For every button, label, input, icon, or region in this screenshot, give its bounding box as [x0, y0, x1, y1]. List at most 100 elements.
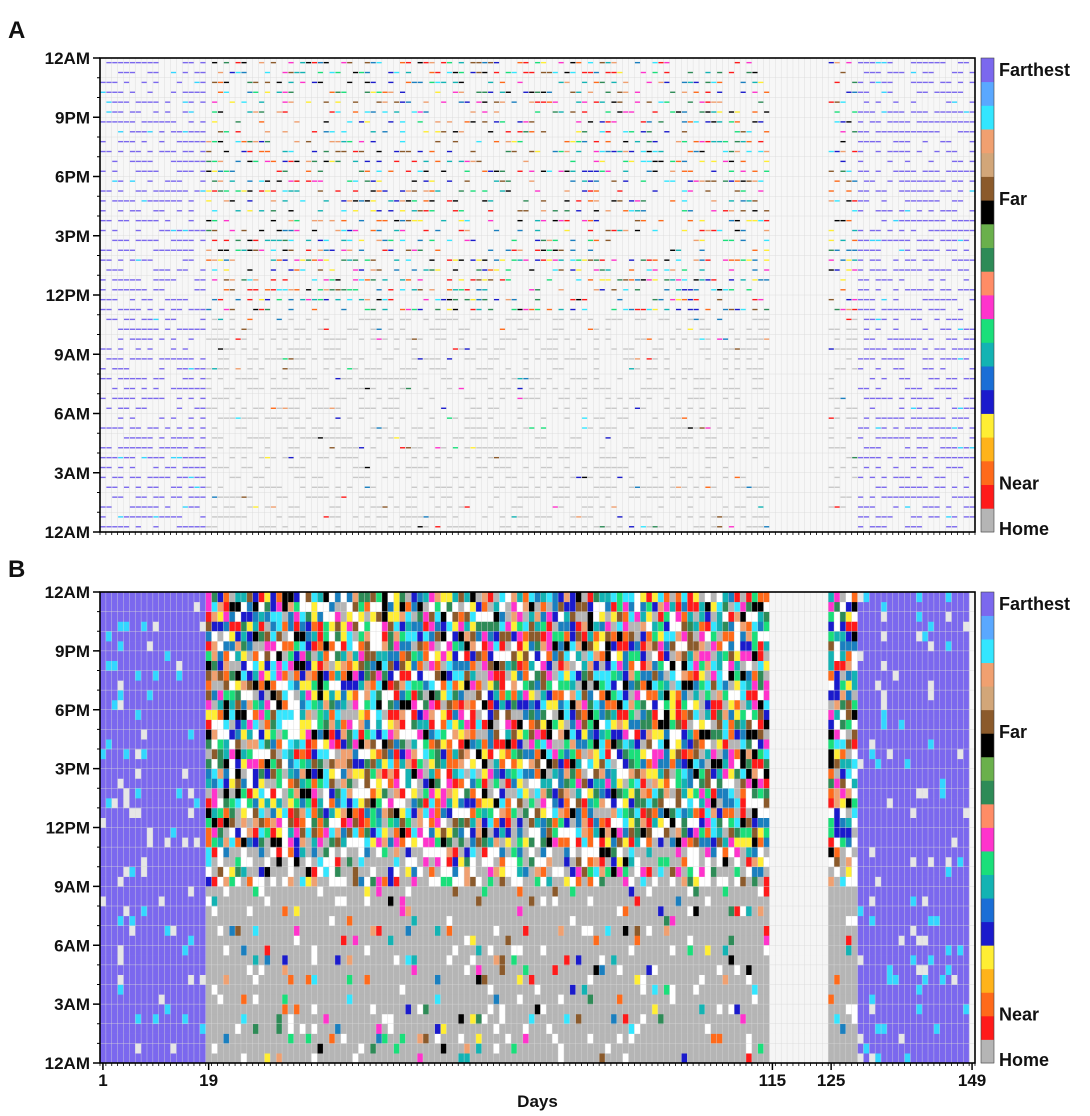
heatmap-dash	[329, 358, 335, 360]
heatmap-dash	[899, 150, 905, 153]
heatmap-cell	[111, 955, 118, 966]
heatmap-dash	[928, 210, 934, 212]
heatmap-cell	[158, 749, 165, 760]
heatmap-dash	[100, 456, 106, 459]
heatmap-dash	[294, 328, 300, 330]
heatmap-dash	[881, 476, 887, 479]
heatmap-dash	[652, 368, 658, 370]
heatmap-dash	[646, 150, 652, 153]
heatmap-cell	[158, 798, 165, 809]
heatmap-dash	[294, 348, 300, 350]
heatmap-dash	[846, 269, 852, 271]
heatmap-dash	[288, 358, 294, 360]
heatmap-dash	[740, 200, 746, 202]
heatmap-dash	[869, 61, 876, 64]
heatmap-dash	[852, 81, 858, 84]
heatmap-cell	[188, 631, 195, 642]
heatmap-dash	[952, 437, 958, 439]
heatmap-cell	[223, 925, 230, 936]
heatmap-dash	[652, 298, 658, 301]
heatmap-dash	[335, 368, 341, 370]
heatmap-dash	[176, 407, 183, 409]
heatmap-dash	[546, 456, 553, 459]
heatmap-dash	[558, 397, 564, 400]
heatmap-cell	[170, 719, 177, 730]
heatmap-dash	[582, 476, 588, 479]
heatmap-cell	[152, 778, 160, 789]
heatmap-dash	[335, 417, 341, 419]
heatmap-dash	[288, 417, 294, 419]
heatmap-dash	[300, 358, 306, 360]
heatmap-dash	[576, 131, 582, 133]
heatmap-dash	[141, 447, 147, 449]
heatmap-dash	[858, 496, 864, 498]
heatmap-cell	[217, 601, 224, 612]
heatmap-cell	[176, 699, 183, 711]
heatmap-dash	[617, 298, 623, 301]
heatmap-dash	[358, 298, 365, 301]
heatmap-dash	[957, 427, 964, 429]
heatmap-dash	[969, 101, 975, 103]
heatmap-dash	[170, 338, 177, 340]
heatmap-cell	[152, 1004, 160, 1015]
heatmap-cell	[182, 660, 189, 671]
heatmap-cell	[229, 827, 236, 838]
heatmap-cell	[105, 886, 113, 897]
heatmap-dash	[846, 180, 852, 182]
heatmap-dash	[517, 486, 523, 488]
heatmap-dash	[852, 328, 858, 330]
heatmap-dash	[323, 437, 329, 439]
heatmap-dash	[488, 131, 494, 133]
heatmap-dash	[611, 101, 617, 103]
heatmap-dash	[112, 427, 118, 429]
heatmap-dash	[188, 338, 194, 340]
heatmap-dash	[329, 427, 335, 429]
heatmap-dash	[194, 368, 200, 370]
heatmap-dash	[758, 101, 764, 103]
heatmap-dash	[212, 101, 218, 103]
heatmap-dash	[411, 486, 418, 488]
heatmap-dash	[441, 318, 447, 321]
heatmap-dash	[963, 170, 970, 172]
heatmap-dash	[200, 417, 206, 419]
heatmap-dash	[734, 348, 741, 350]
heatmap-cell	[229, 964, 236, 975]
heatmap-dash	[670, 466, 676, 469]
heatmap-dash	[399, 437, 406, 439]
heatmap-cell	[152, 1013, 160, 1025]
heatmap-dash	[699, 318, 705, 321]
heatmap-dash	[423, 298, 429, 301]
heatmap-dash	[828, 397, 834, 400]
heatmap-cell	[211, 611, 218, 622]
heatmap-dash	[464, 427, 470, 429]
heatmap-dash	[182, 71, 188, 74]
heatmap-dash	[640, 180, 647, 182]
heatmap-cell	[105, 925, 113, 936]
heatmap-dash	[335, 377, 341, 380]
heatmap-cell	[176, 650, 183, 661]
heatmap-dash	[247, 269, 253, 271]
heatmap-dash	[253, 308, 259, 311]
heatmap-dash	[863, 111, 870, 113]
heatmap-dash	[658, 121, 664, 123]
heatmap-dash	[722, 516, 729, 518]
heatmap-dash	[869, 298, 876, 301]
heatmap-dash	[353, 71, 359, 74]
heatmap-cell	[164, 699, 171, 711]
heatmap-cell	[105, 817, 113, 828]
heatmap-dash	[370, 91, 376, 93]
heatmap-dash	[887, 160, 893, 163]
heatmap-cell	[170, 621, 177, 632]
heatmap-cell	[217, 650, 224, 661]
heatmap-dash	[852, 229, 858, 232]
heatmap-dash	[634, 210, 641, 212]
heatmap-dash	[206, 229, 212, 232]
heatmap-dash	[646, 427, 652, 429]
heatmap-dash	[611, 348, 617, 350]
heatmap-dash	[670, 526, 676, 528]
heatmap-dash	[264, 466, 271, 469]
heatmap-cell	[223, 886, 230, 897]
heatmap-dash	[123, 387, 130, 390]
heatmap-dash	[147, 298, 153, 301]
heatmap-cell	[100, 964, 107, 975]
